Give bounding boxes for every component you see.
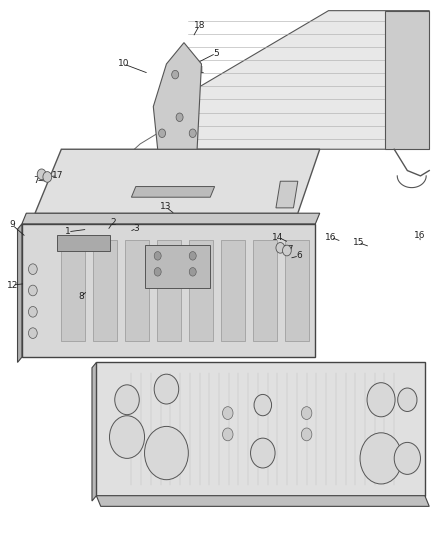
Circle shape [154, 252, 161, 260]
Polygon shape [145, 245, 210, 288]
Circle shape [301, 407, 312, 419]
Text: 12: 12 [7, 281, 18, 289]
Circle shape [394, 442, 420, 474]
Polygon shape [157, 240, 181, 341]
Circle shape [28, 285, 37, 296]
Circle shape [189, 129, 196, 138]
Polygon shape [35, 149, 320, 213]
Polygon shape [253, 240, 277, 341]
Polygon shape [61, 240, 85, 341]
Polygon shape [153, 43, 201, 149]
Polygon shape [96, 496, 429, 506]
Circle shape [172, 70, 179, 79]
Circle shape [154, 374, 179, 404]
Polygon shape [131, 187, 215, 197]
Polygon shape [92, 362, 96, 501]
Text: 16: 16 [414, 231, 425, 240]
Text: 18: 18 [194, 21, 205, 30]
Circle shape [28, 306, 37, 317]
Circle shape [28, 328, 37, 338]
Circle shape [276, 243, 285, 253]
Polygon shape [93, 240, 117, 341]
Text: 7: 7 [33, 176, 39, 184]
Text: 3: 3 [134, 224, 140, 232]
Polygon shape [189, 240, 213, 341]
Text: 10: 10 [118, 60, 129, 68]
Polygon shape [184, 11, 429, 149]
Circle shape [367, 383, 395, 417]
Circle shape [251, 438, 275, 468]
Text: 11: 11 [194, 66, 205, 75]
Text: 16: 16 [325, 233, 336, 241]
Circle shape [37, 169, 46, 180]
Polygon shape [125, 240, 149, 341]
Text: 14: 14 [272, 233, 284, 241]
Polygon shape [57, 235, 110, 251]
Circle shape [189, 252, 196, 260]
Polygon shape [385, 11, 429, 149]
Circle shape [159, 129, 166, 138]
Circle shape [189, 268, 196, 276]
Polygon shape [22, 224, 315, 357]
Polygon shape [96, 362, 425, 496]
Text: 9: 9 [9, 221, 15, 229]
Circle shape [115, 385, 139, 415]
Circle shape [360, 433, 402, 484]
Polygon shape [285, 240, 309, 341]
Circle shape [283, 245, 291, 256]
Polygon shape [22, 213, 320, 224]
Polygon shape [18, 224, 22, 362]
Text: 17: 17 [52, 172, 64, 180]
Text: 2: 2 [110, 218, 116, 227]
Circle shape [301, 428, 312, 441]
Polygon shape [221, 240, 245, 341]
Circle shape [254, 394, 272, 416]
Text: 8: 8 [78, 293, 84, 301]
Text: 6: 6 [296, 252, 302, 260]
Polygon shape [276, 181, 298, 208]
Text: 4: 4 [166, 268, 171, 276]
Circle shape [223, 407, 233, 419]
Text: 13: 13 [160, 203, 171, 211]
Circle shape [223, 428, 233, 441]
Circle shape [154, 268, 161, 276]
Circle shape [176, 113, 183, 122]
Text: 5: 5 [213, 49, 219, 58]
Circle shape [110, 416, 145, 458]
Circle shape [145, 426, 188, 480]
Text: 1: 1 [65, 228, 71, 236]
Circle shape [398, 388, 417, 411]
Text: 17: 17 [283, 245, 294, 254]
Circle shape [28, 264, 37, 274]
Text: 15: 15 [353, 238, 364, 247]
Circle shape [43, 172, 52, 182]
